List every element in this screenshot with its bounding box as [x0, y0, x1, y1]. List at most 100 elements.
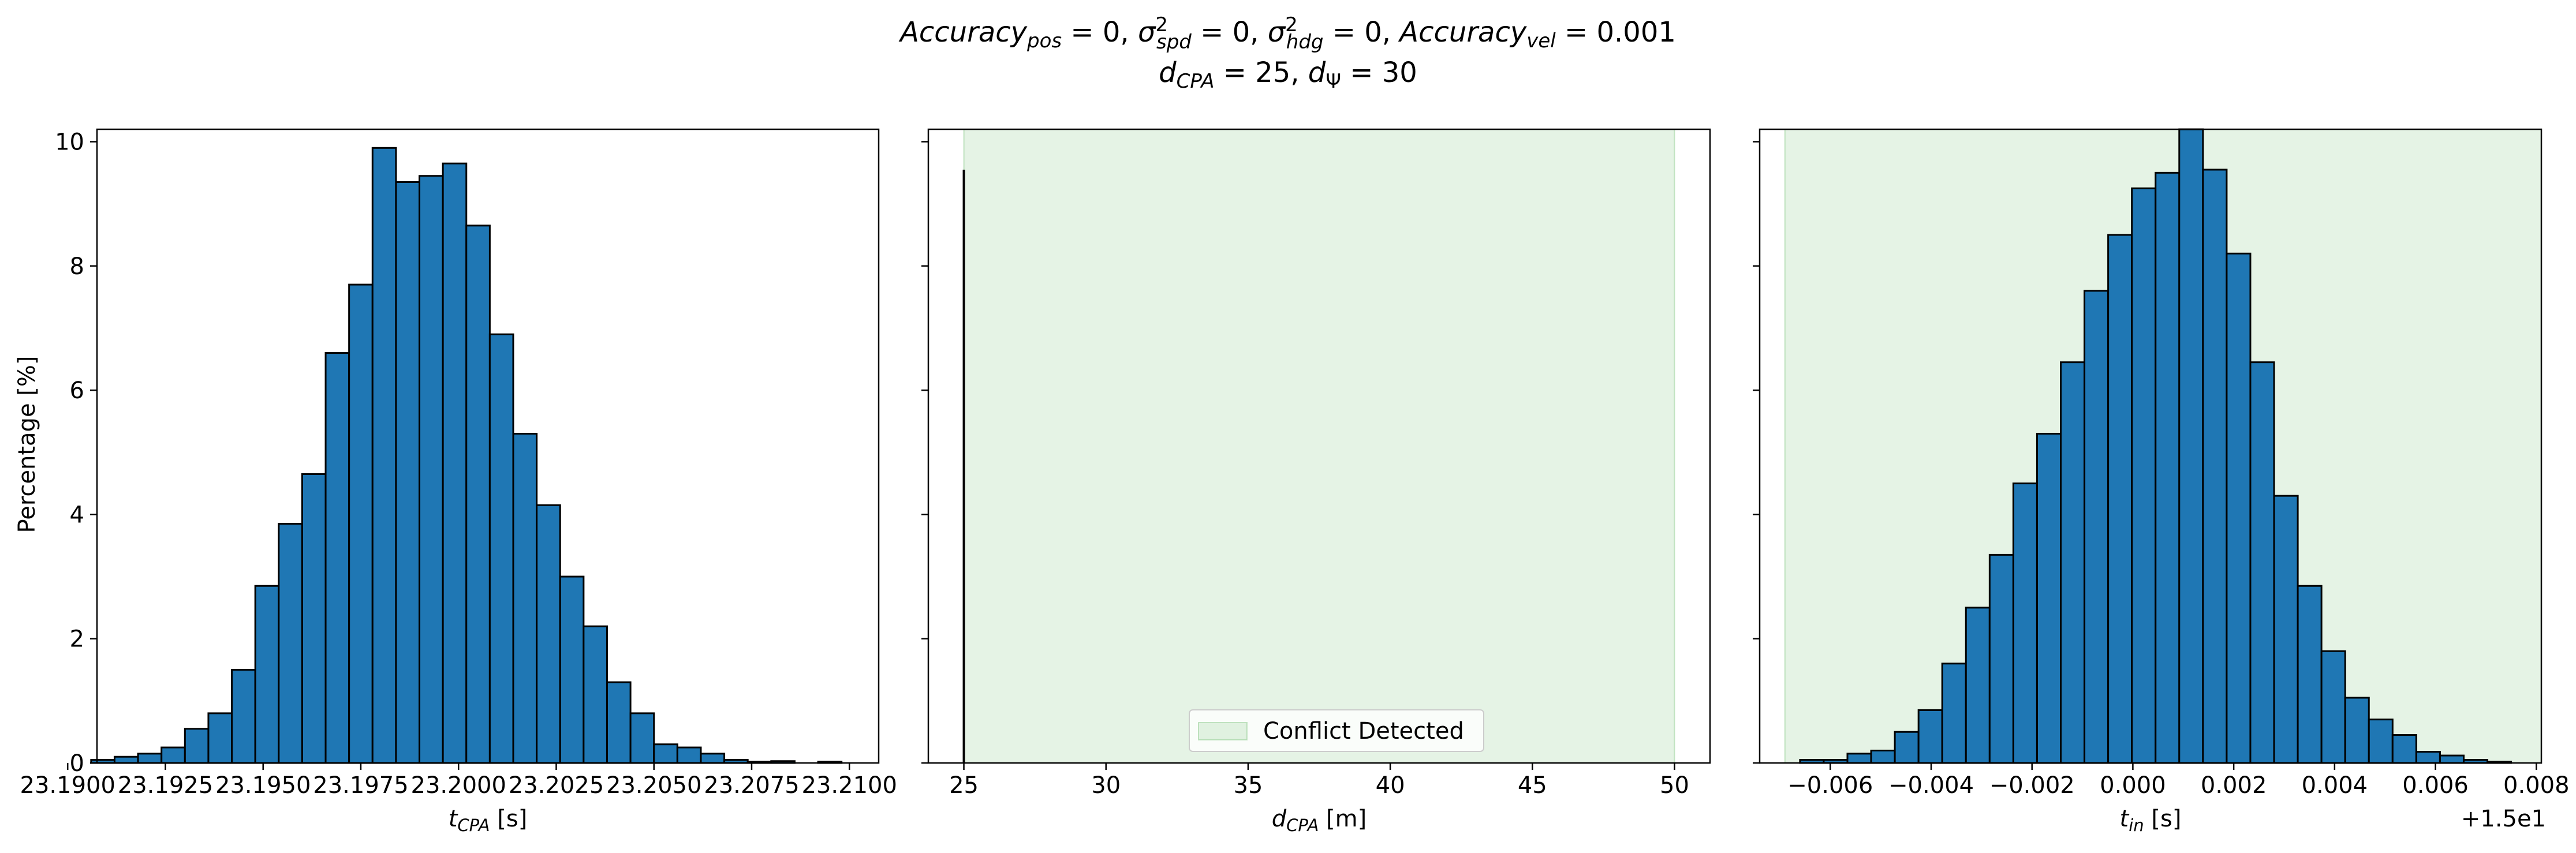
- panel-t-in-x-axis-label: tin [s]: [2120, 806, 2182, 835]
- x-tick-label: 35: [1233, 772, 1263, 799]
- histogram-bar: [137, 753, 163, 764]
- x-tick-label: 23.1925: [118, 772, 213, 799]
- histogram-bar: [2226, 252, 2252, 764]
- panel-t-cpa-x-axis-label: tCPA [s]: [449, 806, 528, 835]
- histogram-bar: [207, 712, 233, 764]
- panel-t-cpa-histogram: 23.1900 23.1925 23.1950 23.1975 23.2000 23.20…: [20, 128, 897, 835]
- figure-title: Accuracypos = 0, σ2 spd = 0, σ2 hdg = 0, A…: [898, 13, 1676, 93]
- histogram-bar: [2439, 754, 2465, 764]
- histogram-bar: [465, 225, 491, 764]
- histogram-bar: [442, 162, 468, 764]
- histogram-bar: [536, 504, 561, 764]
- x-tick-label: 0.008: [2503, 772, 2570, 799]
- histogram-bar: [2249, 361, 2275, 764]
- histogram-bar: [583, 625, 608, 764]
- histogram-bar: [1988, 553, 2014, 764]
- legend-swatch-conflict-detected: [1198, 722, 1248, 740]
- x-tick-label: 23.1975: [313, 772, 408, 799]
- histogram-bar: [184, 728, 210, 764]
- histogram-bar: [254, 585, 280, 764]
- panel-d-cpa-x-axis-label: dCPA [m]: [1272, 806, 1367, 835]
- conflict-detected-region: [963, 129, 1675, 764]
- y-tick-label: 0: [70, 750, 84, 777]
- x-tick-label: 0.002: [2201, 772, 2267, 799]
- x-tick-label: 23.2025: [509, 772, 604, 799]
- panel-t-cpa-y-ticks: 0 2 4 6 8 10: [55, 129, 97, 777]
- x-tick-label: 0.000: [2100, 772, 2166, 799]
- histogram-bar: [676, 746, 702, 764]
- histogram-bar: [278, 523, 303, 764]
- y-tick-label: 8: [70, 253, 84, 280]
- histogram-bar: [1894, 731, 1920, 764]
- x-tick-label: 0.004: [2302, 772, 2368, 799]
- x-tick-label: −0.002: [1989, 772, 2075, 799]
- histogram-bar: [395, 181, 421, 764]
- panel-t-in-frame: [1759, 128, 2543, 764]
- histogram-bar: [2155, 171, 2181, 764]
- y-tick-label: 4: [70, 502, 84, 528]
- histogram-bar: [512, 432, 538, 764]
- y-tick-label: 6: [70, 377, 84, 404]
- x-tick-label: 23.2000: [411, 772, 506, 799]
- histogram-bar: [1846, 753, 1872, 764]
- panel-t-in-histogram: −0.006 −0.004 −0.002 0.000 0.002 0.004 0.006 0.…: [1753, 128, 2570, 835]
- legend-label-conflict-detected: Conflict Detected: [1263, 718, 1464, 744]
- histogram-bar: [1965, 607, 1991, 764]
- histogram-bar: [2202, 169, 2228, 764]
- x-tick-label: 40: [1376, 772, 1405, 799]
- histogram-bar: [419, 175, 444, 764]
- histogram-bar: [113, 755, 139, 764]
- histogram-bar: [629, 712, 655, 764]
- panel-t-in-x-offset-label: +1.5e1: [2461, 806, 2546, 832]
- histogram-bar: [2368, 719, 2394, 764]
- y-tick-label: 2: [70, 626, 84, 653]
- histogram-bar: [606, 681, 632, 764]
- histogram-bar: [2415, 751, 2441, 764]
- x-tick-label: 23.2050: [606, 772, 701, 799]
- x-tick-label: 23.1900: [20, 772, 115, 799]
- y-tick-label: 10: [55, 129, 84, 156]
- x-tick-label: −0.006: [1787, 772, 1873, 799]
- panel-d-cpa-x-ticks: 25 30 35 40 45 50: [949, 763, 1689, 799]
- histogram-bar: [1941, 663, 1967, 764]
- histogram-bar: [2297, 585, 2323, 764]
- panel-t-cpa-bars: [90, 147, 843, 764]
- x-tick-label: 30: [1091, 772, 1121, 799]
- histogram-bar: [2344, 697, 2370, 764]
- title-line-1: Accuracypos = 0, σ2 spd = 0, σ2 hdg = 0, A…: [898, 13, 1676, 54]
- panel-t-cpa-frame: [96, 128, 880, 764]
- title-line-2: dCPA = 25, dΨ = 30: [1159, 57, 1417, 93]
- x-tick-label: 0.006: [2402, 772, 2469, 799]
- histogram-bar: [2273, 495, 2299, 764]
- x-tick-label: 45: [1518, 772, 1547, 799]
- x-tick-label: 23.2100: [802, 772, 897, 799]
- histogram-bar: [371, 147, 397, 764]
- histogram-bar: [1870, 749, 1896, 764]
- histogram-bar: [1917, 709, 1943, 764]
- panel-d-cpa-y-ticks: [921, 141, 928, 764]
- histogram-bar: [231, 669, 256, 764]
- histogram-bar: [653, 743, 678, 764]
- panel-d-cpa-shade-layer: [963, 129, 1675, 764]
- histogram-bar: [324, 352, 350, 764]
- panel-t-in-x-ticks: −0.006 −0.004 −0.002 0.000 0.002 0.004 0.006 0.…: [1787, 763, 2570, 799]
- x-tick-label: −0.004: [1888, 772, 1974, 799]
- histogram-bar: [2391, 734, 2417, 764]
- histogram-bar: [2036, 432, 2062, 764]
- x-tick-label: 50: [1660, 772, 1689, 799]
- histogram-bar: [2178, 128, 2204, 764]
- panel-t-in-y-ticks: [1753, 141, 1760, 764]
- panel-t-in-bars: [1799, 128, 2512, 764]
- legend: Conflict Detected: [1189, 709, 1484, 752]
- histogram-bar: [2012, 482, 2038, 764]
- panel-t-cpa-x-ticks: 23.1900 23.1925 23.1950 23.1975 23.2000 23.20…: [20, 763, 897, 799]
- x-tick-label: 23.1950: [215, 772, 311, 799]
- y-axis-label: Percentage [%]: [14, 356, 40, 533]
- histogram-bar: [348, 283, 374, 764]
- histogram-bar: [700, 753, 726, 764]
- histogram-bar: [301, 473, 327, 764]
- x-tick-label: 25: [949, 772, 979, 799]
- legend-box: [1189, 709, 1484, 752]
- histogram-bar: [488, 333, 514, 764]
- histogram-bar: [2107, 234, 2133, 764]
